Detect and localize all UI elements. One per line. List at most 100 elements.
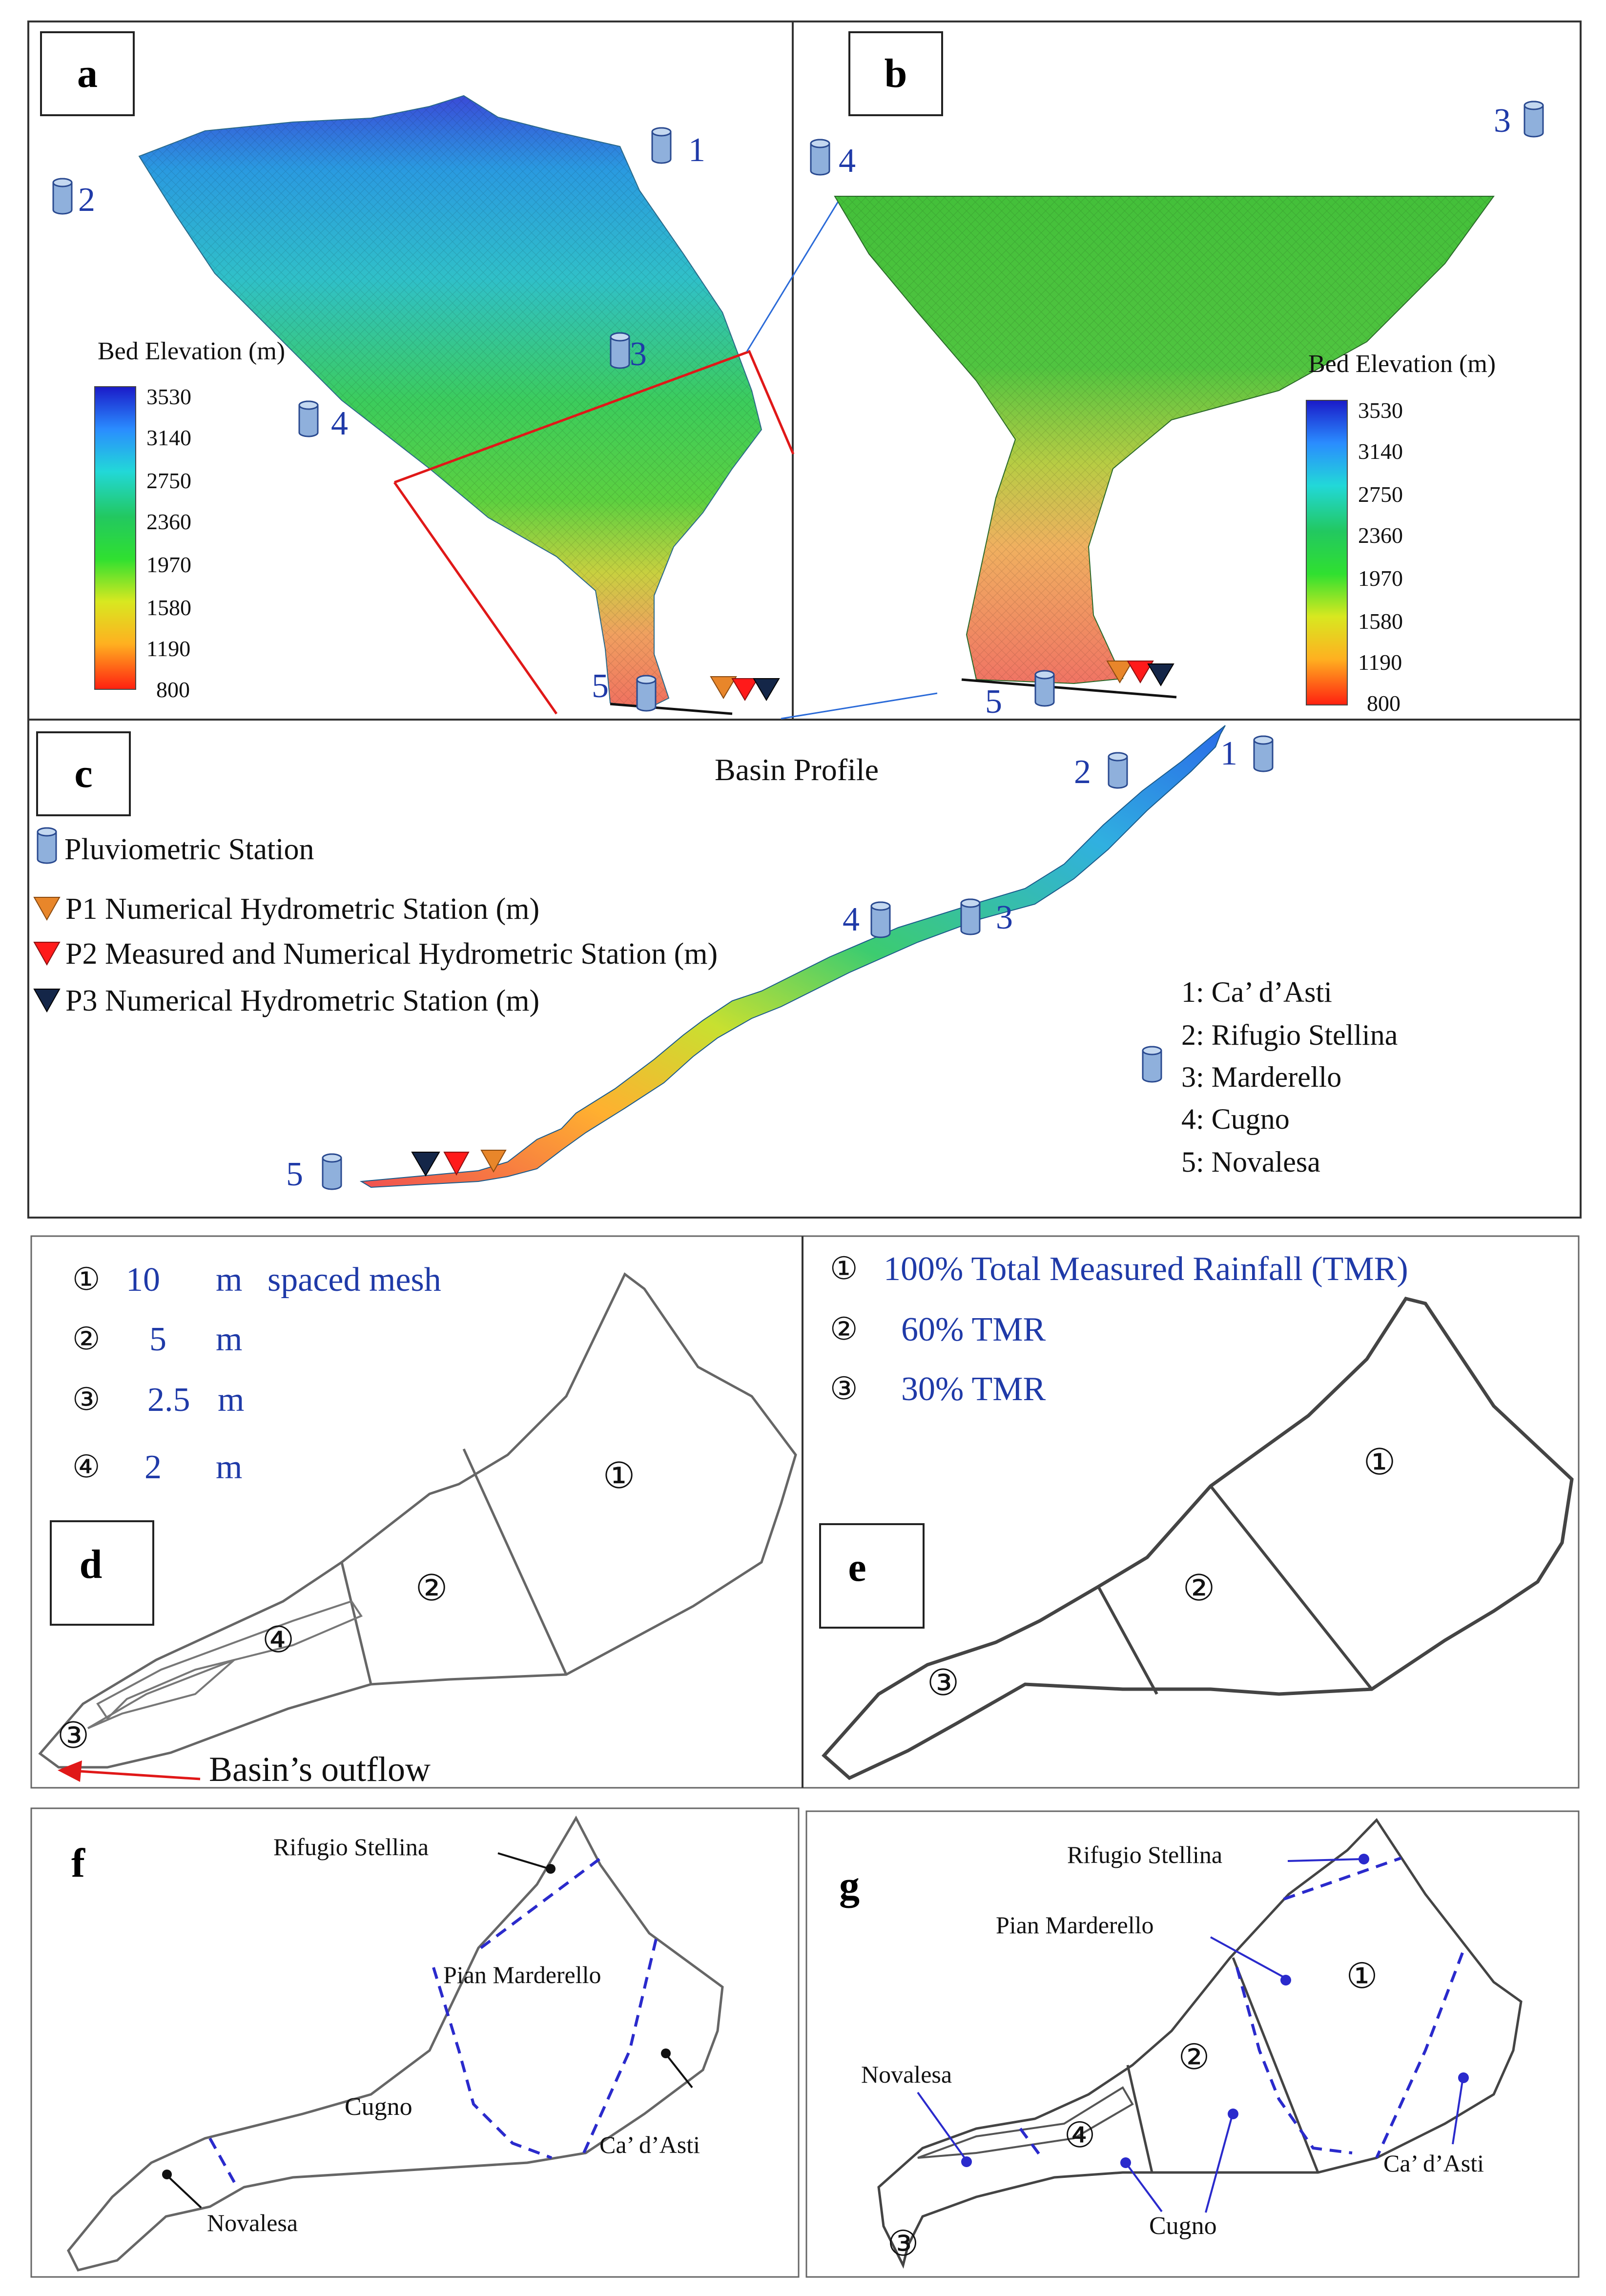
e-zone-2: ② [1183,1569,1215,1609]
stations-list-1: 1: Ca’ d’Asti [1181,976,1332,1008]
cb-b-tick-7: 800 [1367,691,1400,716]
basin-outline-f [67,1815,724,2272]
subbasin-dash-f4 [208,2137,236,2183]
d-zone-4: ④ [262,1620,294,1660]
cb-a-tick-2: 2750 [146,468,191,493]
subbasin-dash-g3 [1375,1952,1464,2159]
d-zone-1: ① [603,1456,635,1496]
outflow-label: Basin’s outflow [209,1750,431,1789]
station-5-icon-a [636,675,657,712]
p1-marker-b [1106,661,1133,683]
station-4-num-a: 4 [331,405,348,442]
colorbar-b [1306,400,1348,705]
legend-p1-icon [33,897,61,921]
d-legend-value-4: 2 [144,1448,162,1486]
cb-a-tick-5: 1580 [146,595,191,620]
station-4-icon-b [810,139,830,176]
cb-b-tick-4: 1970 [1358,566,1403,591]
subbasin-dash-g4 [1019,2128,1041,2156]
e-legend-mark-2: ② [830,1312,858,1346]
e-legend-text-2: 60% TMR [901,1311,1046,1348]
stations-list-3: 3: Marderello [1181,1061,1341,1093]
g-zone-4: ④ [1064,2116,1096,2155]
legend-p2-text: P2 Measured and Numerical Hydrometric St… [65,937,718,971]
d-legend-value-3: 2.5 [147,1381,190,1419]
zoom-connector-top [746,199,841,352]
panel-b-letter: b [885,51,907,96]
legend-pluvio-text: Pluviometric Station [64,833,314,866]
zone-divider-d1 [462,1448,568,1675]
legend-p3-icon [33,989,61,1013]
panel-a: a 1 2 3 4 5 Bed Elevation (m) 3530 3140 … [40,31,938,720]
station-1-icon-a [651,127,672,164]
panel-b-letter-box [848,31,943,116]
d-legend-unit-2: m [216,1321,242,1358]
f-label-cugno: Cugno [345,2093,412,2121]
e-legend-mark-3: ③ [830,1371,858,1406]
d-legend-mark-2: ② [72,1322,100,1356]
station-5-num-b: 5 [985,683,1002,721]
stations-list-icon [1142,1046,1162,1083]
f-dot-caasti [661,2048,671,2058]
cb-b-tick-1: 3140 [1358,439,1403,464]
station-1-num-c: 1 [1220,735,1237,772]
top-frame [27,21,1582,1219]
d-legend-mark-4: ④ [72,1449,100,1484]
station-1-icon-c [1253,735,1274,772]
f-label-rifugio: Rifugio Stellina [273,1833,429,1861]
legend-pluvio-icon [37,827,57,864]
g-label-pian: Pian Marderello [996,1911,1154,1939]
cb-b-tick-2: 2750 [1358,482,1403,507]
g-dot-caasti [1458,2072,1469,2083]
g-label-cugno: Cugno [1149,2212,1217,2240]
p1-marker-c [480,1150,507,1173]
colorbar-a-title: Bed Elevation (m) [98,337,285,365]
panel-f: f Rifugio Stellina Pian Marderello Cugno… [67,1815,724,2272]
g-dot-rifugio [1359,1854,1369,1864]
subbasin-dash-g1 [1283,1857,1401,1901]
panel-b: b 3 4 5 Bed Elevation (m) 3530 3140 2750… [810,31,1544,721]
panel-e: ① 100% Total Measured Rainfall (TMR) ② 6… [819,1250,1574,1780]
e-zone-3: ③ [927,1663,959,1703]
zone-divider-g1 [1232,1957,1319,2173]
panel-e-legend: ① 100% Total Measured Rainfall (TMR) ② 6… [830,1250,1408,1408]
basin-profile-title: Basin Profile [715,752,879,787]
panel-f-letter: f [71,1841,85,1886]
legend-p3-text: P3 Numerical Hydrometric Station (m) [65,984,539,1017]
e-legend-mark-1: ① [830,1251,858,1286]
g-label-novalesa: Novalesa [861,2061,952,2088]
d-legend-extra-1: spaced mesh [268,1261,441,1299]
d-legend-mark-3: ③ [72,1382,100,1417]
zone-divider-d2 [340,1562,372,1685]
basin-outline-d [38,1272,797,1769]
station-3-icon-b [1524,101,1544,138]
stations-list: 1: Ca’ d’Asti 2: Rifugio Stellina 3: Mar… [1181,976,1398,1178]
f-dot-novalesa [162,2170,172,2179]
cb-a-tick-1: 3140 [146,425,191,450]
e-zone-1: ① [1363,1443,1396,1483]
stations-list-4: 4: Cugno [1181,1103,1290,1135]
legend-p1-text: P1 Numerical Hydrometric Station (m) [65,892,539,926]
zoom-box-red [393,350,795,715]
station-5-icon-c [322,1153,342,1190]
d-legend-mark-1: ① [72,1262,100,1297]
g-dot-cugno-1 [1120,2157,1131,2168]
panel-e-letter-box [819,1523,925,1629]
p3-marker-a [753,678,780,701]
p3-marker-b [1147,663,1174,686]
d-legend-unit-4: m [216,1448,242,1486]
subbasin-dash-g2 [1235,1967,1353,2154]
g-dot-novalesa [961,2156,972,2167]
cb-b-tick-3: 2360 [1358,523,1403,548]
panel-c: c Basin Profile 1 2 3 4 5 Pluviometric S… [33,725,1398,1193]
colorbar-a [94,386,136,690]
panel-g-letter: g [839,1863,860,1908]
frame-g [805,1810,1580,2278]
g-zone-3: ③ [887,2224,919,2263]
zone-divider-e1 [1209,1485,1373,1690]
basin-outline-e [822,1296,1574,1780]
cb-a-tick-0: 3530 [146,384,191,409]
d-zone-3: ③ [57,1716,89,1756]
cb-b-tick-6: 1190 [1358,650,1402,675]
basin-outline-g [877,1818,1523,2269]
